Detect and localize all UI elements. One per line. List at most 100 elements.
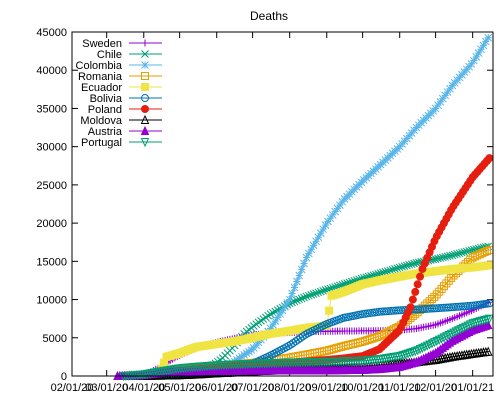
data-point-colombia [331, 207, 339, 216]
data-point-colombia [295, 271, 304, 280]
data-point-austria [483, 319, 493, 330]
data-point-colombia [281, 302, 289, 311]
data-point-colombia [304, 249, 313, 258]
x-tick-label: 09/01/20 [305, 382, 348, 394]
x-tick-label: 01/01/21 [451, 382, 494, 394]
data-point-portugal [477, 316, 487, 326]
data-point-chile [405, 260, 414, 269]
data-point-poland [413, 280, 422, 289]
data-point-chile [292, 296, 301, 305]
data-point-colombia [333, 204, 342, 213]
data-point-chile [400, 262, 409, 270]
data-point-poland [411, 287, 420, 296]
plot-frame [71, 31, 494, 377]
x-tick-label: 04/01/20 [122, 382, 165, 394]
data-point-romania [483, 246, 492, 255]
y-tick-label: 5000 [43, 333, 67, 345]
data-point-colombia [269, 320, 277, 329]
x-tick-label: 10/01/20 [341, 382, 384, 394]
data-point-chile [407, 260, 416, 269]
legend-marker-colombia [141, 61, 149, 69]
data-point-chile [438, 253, 447, 262]
data-point-chile [410, 259, 418, 268]
data-point-portugal [408, 347, 418, 358]
series-portugal [119, 314, 494, 382]
data-point-chile [441, 253, 450, 261]
y-tick-label: 25000 [36, 180, 67, 192]
data-point-colombia [300, 259, 308, 268]
data-point-colombia [309, 241, 318, 250]
y-tick-label: 10000 [36, 295, 67, 307]
x-tick-label: 07/01/20 [231, 382, 274, 394]
data-point-portugal [410, 347, 420, 357]
data-point-chile [295, 295, 304, 304]
data-point-ecuador [485, 261, 494, 270]
data-point-colombia [297, 265, 306, 274]
data-point-chile [443, 252, 452, 261]
x-tick-label: 02/01/20 [51, 382, 94, 394]
data-point-moldova [483, 346, 493, 356]
data-point-colombia [321, 221, 330, 229]
legend-label-poland: Poland [88, 104, 122, 116]
data-point-chile [431, 255, 440, 263]
y-tick-label: 40000 [36, 65, 67, 77]
data-point-colombia [314, 233, 323, 242]
legend-marker-austria [140, 125, 150, 135]
series-line-poland [123, 157, 490, 377]
data-point-romania [437, 284, 446, 293]
data-point-chile [319, 286, 328, 295]
data-point-portugal [427, 339, 437, 349]
data-point-portugal [470, 318, 480, 328]
data-point-chile [450, 250, 459, 259]
y-tick-label: 15000 [36, 256, 67, 268]
data-point-poland [485, 154, 494, 163]
legend-label-bolivia: Bolivia [90, 93, 123, 105]
data-point-poland [406, 303, 415, 312]
data-point-romania [444, 276, 453, 285]
data-point-colombia [472, 52, 481, 61]
data-point-chile [453, 250, 461, 258]
data-point-chile [300, 293, 308, 302]
y-tick-label: 30000 [36, 142, 67, 154]
data-point-colombia [307, 245, 316, 254]
data-point-chile [316, 287, 325, 296]
chart-title: Deaths [250, 9, 288, 23]
data-point-colombia [290, 283, 299, 292]
data-point-chile [434, 254, 442, 263]
data-point-portugal [480, 315, 489, 326]
data-point-chile [297, 294, 306, 303]
data-point-colombia [245, 347, 253, 356]
legend-label-chile: Chile [97, 49, 122, 61]
data-point-chile [386, 266, 394, 275]
data-point-portugal [449, 328, 458, 338]
legend-marker-romania [141, 72, 149, 80]
data-point-colombia [283, 299, 292, 308]
data-point-chile [264, 311, 273, 320]
data-point-chile [304, 291, 313, 300]
data-point-portugal [458, 323, 468, 334]
data-point-chile [395, 263, 404, 272]
data-point-colombia [288, 289, 296, 298]
data-point-colombia [479, 41, 488, 50]
data-point-colombia [434, 101, 442, 110]
data-point-portugal [451, 327, 461, 337]
data-point-chile [446, 251, 454, 260]
data-point-portugal [454, 326, 463, 336]
legend-marker-bolivia [141, 94, 149, 102]
data-point-portugal [401, 350, 410, 360]
data-point-colombia [324, 217, 332, 226]
data-point-portugal [463, 321, 473, 331]
data-point-romania [439, 282, 448, 291]
data-point-chile [381, 267, 390, 276]
legend-label-moldova: Moldova [80, 115, 122, 127]
legend-label-romania: Romania [78, 71, 123, 83]
data-point-portugal [403, 349, 413, 359]
data-point-colombia [276, 310, 284, 318]
x-tick-label: 05/01/20 [158, 382, 201, 394]
data-point-chile [448, 251, 457, 260]
data-point-romania [411, 310, 420, 319]
data-point-chile [261, 313, 270, 322]
y-tick-label: 45000 [36, 27, 67, 39]
data-point-colombia [302, 253, 311, 262]
